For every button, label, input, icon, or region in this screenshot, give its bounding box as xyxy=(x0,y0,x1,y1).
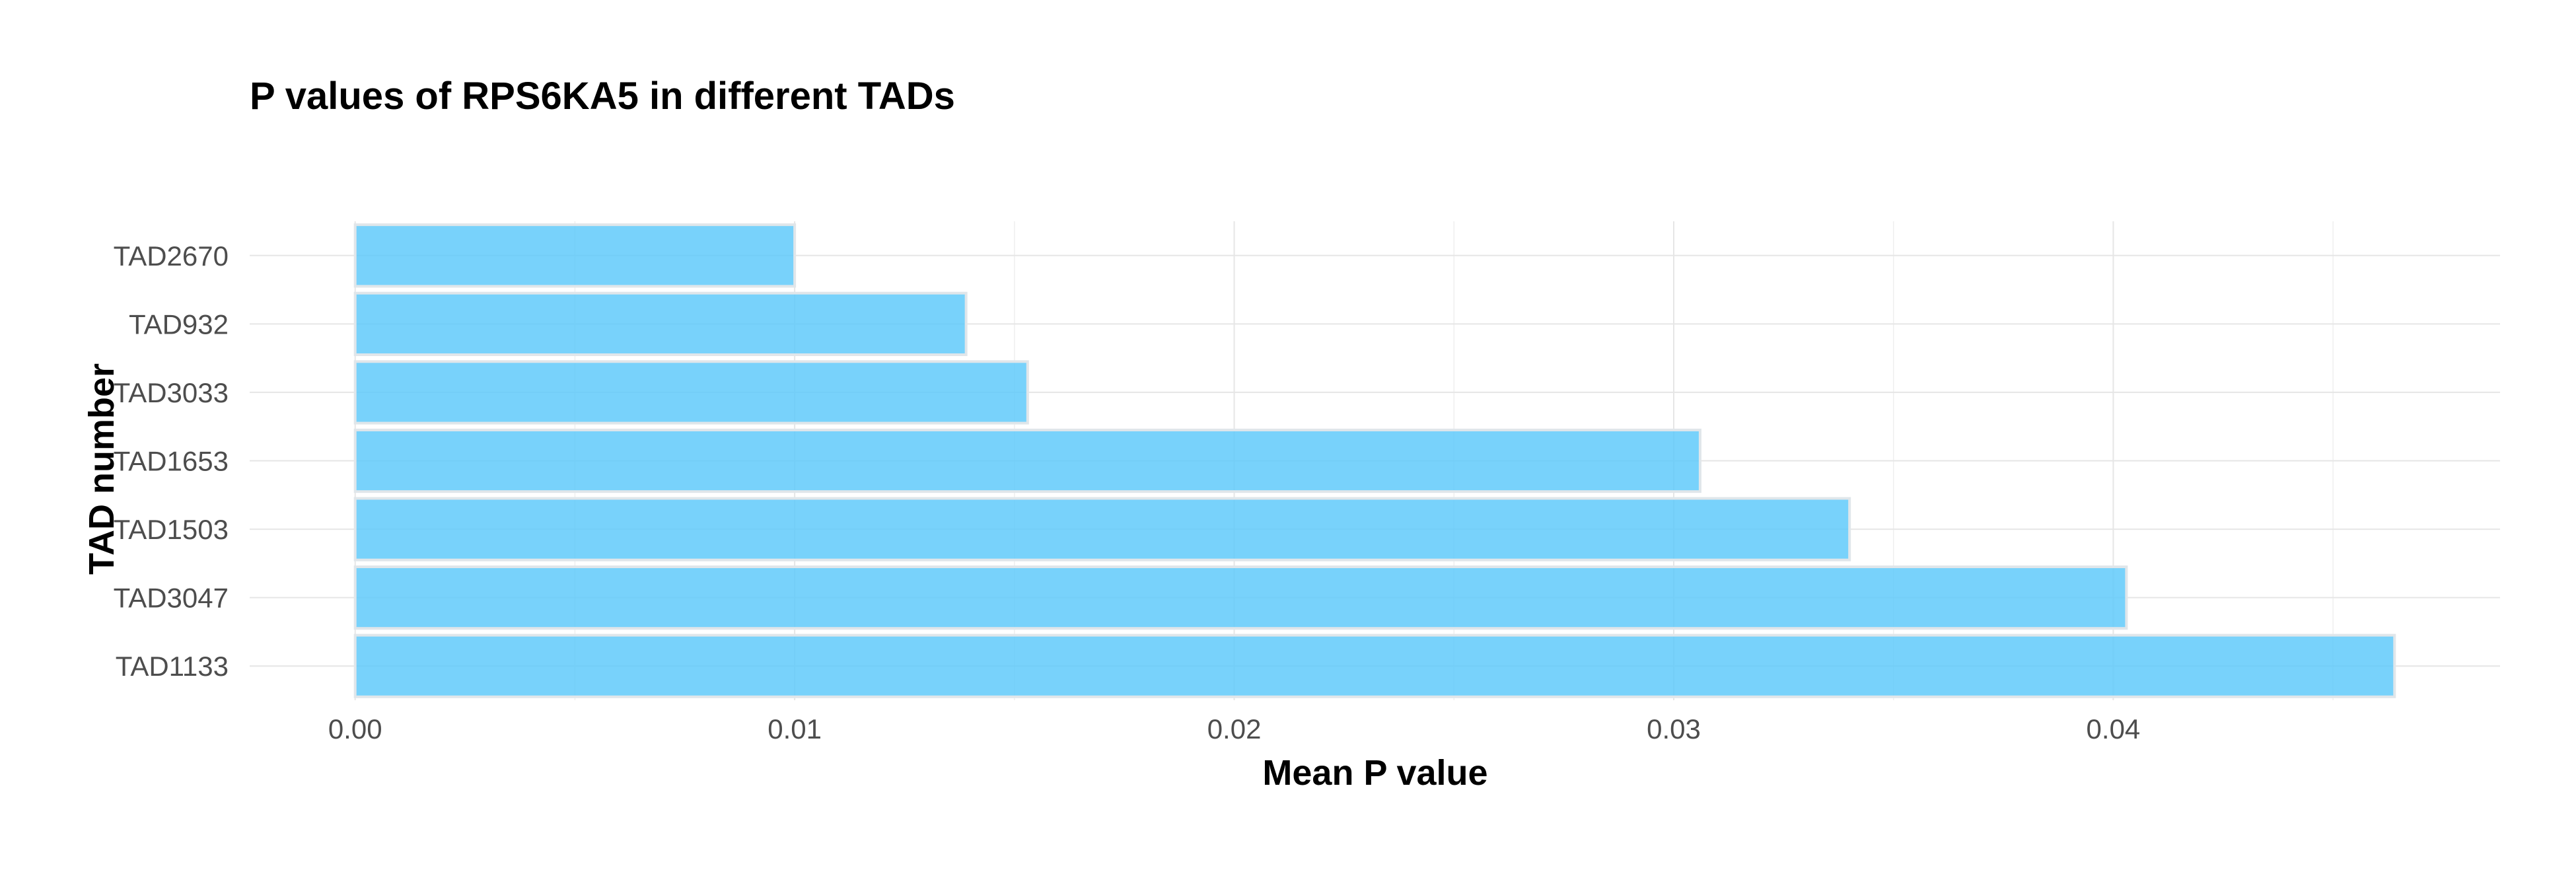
y-tick-label: TAD1653 xyxy=(114,446,229,477)
bar-tad1653 xyxy=(353,428,1701,493)
y-tick-label: TAD1503 xyxy=(114,514,229,545)
x-tick-label: 0.01 xyxy=(768,713,822,744)
bar-tad1133 xyxy=(353,634,2396,698)
y-tick-labels: TAD2670 TAD932 TAD3033 TAD1653 TAD1503 TAD304… xyxy=(114,240,229,682)
y-tick-label: TAD2670 xyxy=(114,240,229,272)
x-tick-label: 0.02 xyxy=(1207,713,1262,744)
bars xyxy=(353,223,2396,698)
x-tick-label: 0.04 xyxy=(2087,713,2141,744)
y-tick-label: TAD932 xyxy=(129,308,229,340)
chart-title: P values of RPS6KA5 in different TADs xyxy=(250,75,955,118)
bar-tad3047 xyxy=(353,565,2128,630)
x-tick-label: 0.00 xyxy=(328,713,382,744)
x-tick-labels: 0.00 0.01 0.02 0.03 0.04 xyxy=(328,713,2140,744)
bar-tad1503 xyxy=(353,497,1851,562)
x-tick-label: 0.03 xyxy=(1647,713,1701,744)
x-axis-title: Mean P value xyxy=(1262,753,1487,793)
y-tick-label: TAD1133 xyxy=(116,651,229,682)
y-tick-label: TAD3047 xyxy=(114,583,229,614)
y-axis-title: TAD number xyxy=(82,363,122,575)
y-tick-label: TAD3033 xyxy=(114,377,229,408)
bar-tad3033 xyxy=(353,360,1029,425)
bar-tad2670 xyxy=(353,223,797,288)
bar-tad932 xyxy=(353,291,968,356)
